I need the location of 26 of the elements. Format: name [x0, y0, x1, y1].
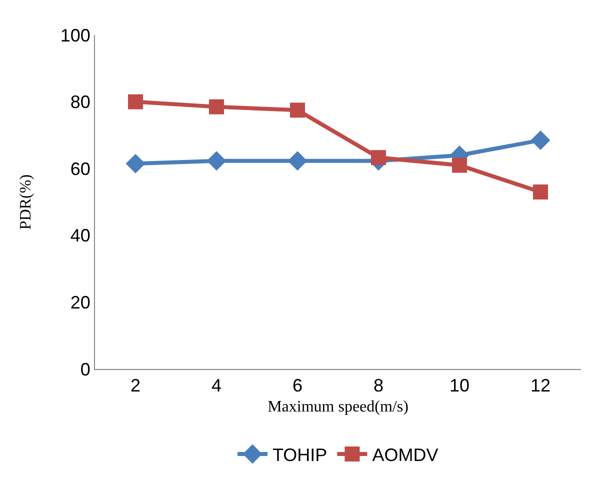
x-tick-label: 10 [449, 376, 470, 396]
x-tick-label: 6 [292, 376, 303, 396]
y-axis-title: PDR(%) [17, 174, 34, 230]
point [371, 150, 386, 166]
legend-label: TOHIP [272, 445, 328, 466]
point [209, 99, 224, 114]
y-tick-label: 20 [70, 292, 90, 312]
point [126, 154, 146, 174]
x-axis-title: Maximum speed(m/s) [268, 398, 408, 416]
point [290, 102, 305, 118]
x-tick-label: 2 [130, 376, 141, 396]
point [288, 151, 308, 171]
x-tick-label: 8 [373, 376, 384, 396]
y-tick-label: 40 [70, 226, 90, 246]
point [452, 158, 467, 173]
point [533, 184, 548, 200]
y-tick-label: 80 [70, 92, 90, 112]
point [530, 130, 550, 150]
y-tick-label: 0 [80, 359, 90, 380]
y-tick-label: 60 [70, 158, 90, 179]
point [206, 151, 226, 171]
x-tick-label: 12 [530, 376, 551, 396]
point [128, 94, 143, 110]
y-tick-label: 100 [60, 25, 90, 46]
x-tick-label: 4 [211, 376, 222, 396]
legend-label: AOMDV [372, 445, 438, 466]
